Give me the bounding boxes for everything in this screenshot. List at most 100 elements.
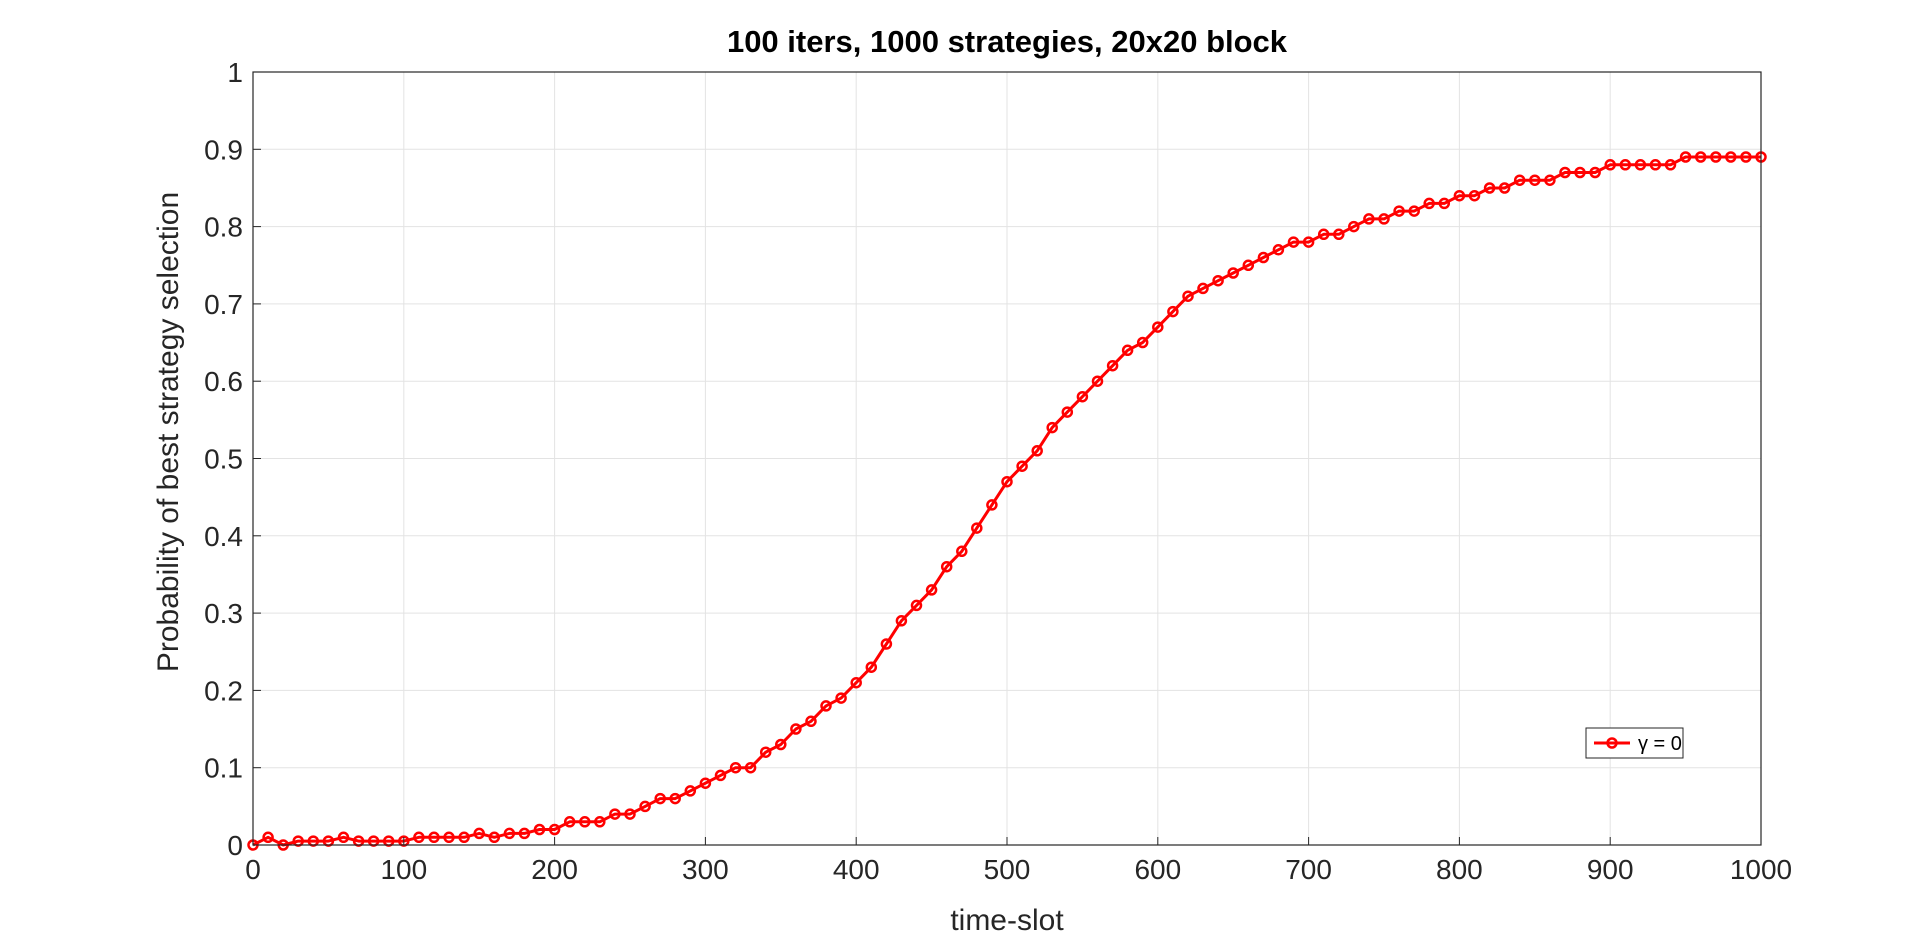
data-point bbox=[1378, 213, 1390, 225]
x-axis-label: time-slot bbox=[950, 904, 1064, 936]
data-point bbox=[1559, 166, 1571, 179]
data-point bbox=[1106, 359, 1119, 372]
data-point bbox=[1664, 159, 1677, 171]
x-tick-label: 0 bbox=[245, 854, 261, 885]
x-tick-label: 600 bbox=[1134, 854, 1181, 885]
legend-box bbox=[1585, 727, 1684, 759]
data-point bbox=[1136, 336, 1149, 349]
y-tick-label: 0.2 bbox=[204, 675, 243, 706]
data-point bbox=[548, 823, 561, 836]
data-point bbox=[714, 769, 727, 782]
data-point bbox=[820, 700, 832, 712]
data-point bbox=[1649, 159, 1662, 171]
data-point bbox=[805, 715, 817, 728]
data-point bbox=[1679, 151, 1692, 163]
data-point bbox=[684, 785, 697, 797]
data-point bbox=[1257, 251, 1270, 264]
data-point bbox=[563, 816, 576, 828]
legend: γ = 0 bbox=[1585, 727, 1684, 759]
legend-marker-sample bbox=[1606, 737, 1618, 749]
data-point bbox=[1589, 166, 1601, 179]
data-point bbox=[428, 831, 440, 844]
x-tick-label: 800 bbox=[1436, 854, 1483, 885]
data-point bbox=[744, 761, 757, 774]
y-tick-label: 1 bbox=[227, 57, 243, 88]
y-tick-label: 0.9 bbox=[204, 134, 243, 165]
data-point bbox=[1393, 205, 1405, 217]
data-point bbox=[1529, 174, 1541, 186]
data-point bbox=[1710, 151, 1722, 163]
legend-entry-label: γ = 0 bbox=[1638, 733, 1682, 755]
data-point bbox=[1001, 475, 1013, 488]
data-point bbox=[1438, 197, 1451, 210]
data-point bbox=[880, 638, 893, 650]
data-point bbox=[533, 823, 546, 836]
data-point bbox=[1197, 282, 1209, 295]
y-tick-label: 0.6 bbox=[204, 366, 243, 397]
data-point bbox=[759, 746, 772, 758]
data-point bbox=[1227, 267, 1239, 279]
data-point bbox=[729, 761, 742, 774]
data-point bbox=[669, 792, 681, 805]
data-point bbox=[488, 831, 501, 844]
data-point bbox=[940, 560, 953, 573]
data-point bbox=[971, 522, 983, 534]
data-point bbox=[1468, 189, 1481, 202]
x-tick-label: 400 bbox=[833, 854, 880, 885]
y-tick-label: 0.7 bbox=[204, 289, 243, 320]
data-point bbox=[956, 545, 968, 558]
y-tick-label: 0.5 bbox=[204, 444, 243, 475]
y-axis-label: Probability of best strategy selection bbox=[152, 192, 185, 672]
chart-title: 100 iters, 1000 strategies, 20x20 block bbox=[727, 24, 1288, 59]
data-point bbox=[1046, 421, 1058, 434]
data-point bbox=[1076, 390, 1089, 403]
y-tick-label: 0.1 bbox=[204, 753, 243, 784]
data-point bbox=[1212, 274, 1224, 287]
data-point bbox=[1152, 321, 1164, 333]
data-point bbox=[654, 792, 666, 805]
data-point bbox=[579, 816, 591, 828]
data-point bbox=[639, 800, 651, 813]
data-point bbox=[1317, 228, 1330, 241]
data-point bbox=[1634, 159, 1647, 171]
data-point bbox=[1363, 213, 1375, 225]
x-tick-label: 100 bbox=[380, 854, 427, 885]
data-point bbox=[1513, 174, 1526, 186]
x-tick-label: 700 bbox=[1285, 854, 1332, 885]
data-point bbox=[1498, 182, 1511, 194]
y-tick-label: 0 bbox=[227, 830, 243, 861]
x-tick-label: 300 bbox=[682, 854, 729, 885]
data-point bbox=[865, 661, 878, 673]
data-point bbox=[775, 738, 787, 751]
data-point bbox=[1016, 460, 1028, 472]
data-point bbox=[609, 808, 621, 820]
x-tick-label: 900 bbox=[1587, 854, 1634, 885]
data-point bbox=[1061, 406, 1074, 418]
data-point bbox=[1091, 375, 1104, 387]
x-tick-label: 500 bbox=[984, 854, 1031, 885]
data-point bbox=[1694, 151, 1707, 163]
data-point bbox=[1483, 182, 1496, 194]
data-point bbox=[925, 584, 938, 596]
data-point bbox=[835, 692, 847, 704]
data-point bbox=[1544, 174, 1556, 186]
data-point bbox=[458, 831, 470, 844]
data-point bbox=[986, 499, 998, 511]
x-tick-label: 200 bbox=[531, 854, 578, 885]
data-point bbox=[503, 827, 516, 840]
data-point bbox=[790, 723, 802, 735]
data-point bbox=[1619, 159, 1632, 171]
data-point bbox=[895, 615, 908, 627]
data-point bbox=[1287, 236, 1300, 248]
data-point bbox=[1031, 445, 1043, 457]
data-point bbox=[1740, 151, 1752, 163]
series-layer bbox=[247, 151, 1767, 851]
data-point bbox=[1604, 159, 1616, 171]
y-tick-label: 0.4 bbox=[204, 521, 243, 552]
axes: 0 100 200 300 400 500 600 700 800 900 1000 0 0.1 0.2 0… bbox=[204, 57, 1792, 885]
y-tick-label: 0.8 bbox=[204, 212, 243, 243]
data-point bbox=[1348, 220, 1360, 233]
data-point bbox=[699, 777, 712, 789]
x-tick-label: 1000 bbox=[1730, 854, 1792, 885]
